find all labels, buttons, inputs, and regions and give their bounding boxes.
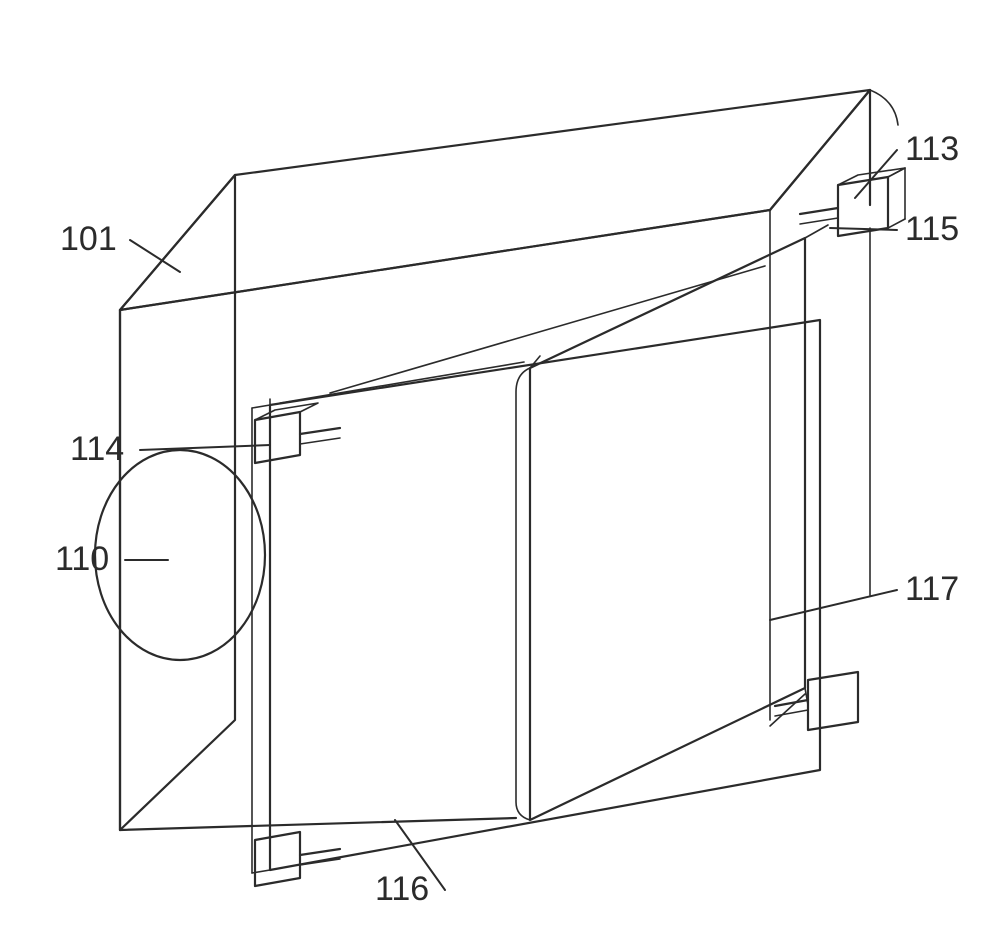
label-113: 113 [905,130,959,168]
label-116: 116 [375,870,429,908]
label-110: 110 [55,540,109,578]
patent-figure: 101 110 114 113 115 117 116 [0,0,1000,948]
label-115: 115 [905,210,959,248]
leader-lines [125,150,897,890]
label-117: 117 [905,570,959,608]
reference-labels: 101 110 114 113 115 117 116 [55,130,959,908]
label-101: 101 [60,220,117,258]
device-outline [95,90,905,886]
label-114: 114 [70,430,124,468]
